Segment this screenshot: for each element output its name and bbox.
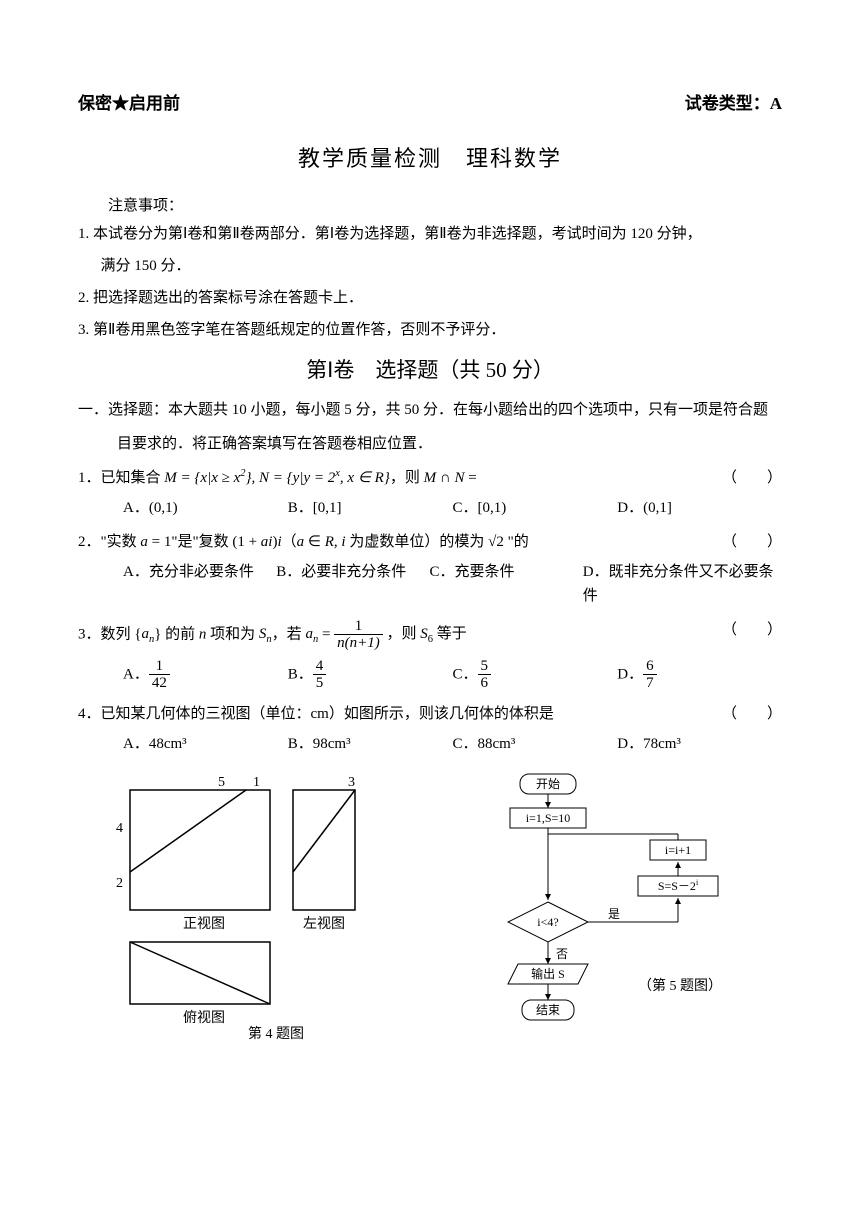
q1-optC: C．[0,1) <box>453 496 618 520</box>
dim-5: 5 <box>218 775 225 790</box>
q1-optB: B．[0,1] <box>288 496 453 520</box>
notice-item-2: 2. 把选择题选出的答案标号涂在答题卡上． <box>78 286 782 310</box>
fc-caption: （第 5 题图） <box>638 977 722 994</box>
flowchart-diagram: 开始 i=1,S=10 i=i+1 S=S－2i i<4? 是 <box>428 772 782 1052</box>
fc-cond: i<4? <box>537 915 558 929</box>
dim-2: 2 <box>116 876 123 891</box>
q4-optB: B．98cm³ <box>288 732 453 756</box>
q1-tail: ，则 M ∩ N = <box>390 470 477 486</box>
q4-optC: C．88cm³ <box>453 732 618 756</box>
q2-optC: C．充要条件 <box>430 560 583 608</box>
q4-text: 4．已知某几何体的三视图（单位：cm）如图所示，则该几何体的体积是 <box>78 706 554 722</box>
fc-start: 开始 <box>536 777 560 791</box>
q1-options: A．(0,1) B．[0,1] C．[0,1) D．(0,1] <box>78 496 782 520</box>
top-view-label: 俯视图 <box>183 1010 225 1026</box>
q1-paren: （ ） <box>722 466 782 490</box>
q2-optB: B．必要非充分条件 <box>276 560 429 608</box>
notice-item-3: 3. 第Ⅱ卷用黑色签字笔在答题纸规定的位置作答，否则不予评分． <box>78 318 782 342</box>
header-right: 试卷类型：A <box>685 90 782 117</box>
question-3: 3．数列 {an} 的前 n 项和为 Sn，若 an = 1n(n+1) ，则 … <box>78 618 782 692</box>
fc-inc: i=i+1 <box>665 843 691 857</box>
q3-prefix: 3．数列 {an} 的前 n 项和为 Sn，若 an = <box>78 626 334 642</box>
three-view-diagram: 5 1 4 2 正视图 3 左视图 俯视图 第 4 题图 <box>78 772 388 1052</box>
fig4-caption: 第 4 题图 <box>248 1025 304 1042</box>
q3-suffix: ，则 S6 等于 <box>387 626 467 642</box>
fc-init: i=1,S=10 <box>526 811 571 825</box>
q3-options: A．142 B．45 C．56 D．67 <box>78 658 782 692</box>
main-title: 教学质量检测 理科数学 <box>78 141 782 176</box>
side-view-label: 左视图 <box>303 916 345 932</box>
notice-item-1: 1. 本试卷分为第Ⅰ卷和第Ⅱ卷两部分．第Ⅰ卷为选择题，第Ⅱ卷为非选择题，考试时间… <box>78 222 782 246</box>
fc-end: 结束 <box>536 1003 560 1017</box>
q4-paren: （ ） <box>722 702 782 726</box>
question-1: 1．已知集合 M = {x|x ≥ x2}, N = {y|y = 2x, x … <box>78 466 782 520</box>
instruction-line2: 目要求的．将正确答案填写在答题卷相应位置． <box>78 432 782 456</box>
q2-options: A．充分非必要条件 B．必要非充分条件 C．充要条件 D．既非充分条件又不必要条… <box>78 560 782 608</box>
q1-optD: D．(0,1] <box>617 496 782 520</box>
q3-paren: （ ） <box>722 618 782 642</box>
three-view-svg: 5 1 4 2 正视图 3 左视图 俯视图 第 4 题图 <box>78 772 388 1042</box>
fc-calc: S=S－2i <box>658 878 699 893</box>
front-view-label: 正视图 <box>183 916 225 932</box>
dim-4: 4 <box>116 821 123 836</box>
flowchart-svg: 开始 i=1,S=10 i=i+1 S=S－2i i<4? 是 <box>428 772 748 1052</box>
q1-prefix: 1．已知集合 <box>78 470 164 486</box>
notice-label: 注意事项： <box>78 194 782 218</box>
dim-3: 3 <box>348 775 355 790</box>
q2-paren: （ ） <box>722 530 782 554</box>
fc-no: 否 <box>556 947 568 961</box>
dim-1: 1 <box>253 775 260 790</box>
q4-options: A．48cm³ B．98cm³ C．88cm³ D．78cm³ <box>78 732 782 756</box>
q4-optA: A．48cm³ <box>123 732 288 756</box>
fc-yes: 是 <box>608 907 620 921</box>
question-4: 4．已知某几何体的三视图（单位：cm）如图所示，则该几何体的体积是 （ ） A．… <box>78 702 782 756</box>
header-left: 保密★启用前 <box>78 90 180 117</box>
q1-expr: M = {x|x ≥ x2}, N = {y|y = 2x, x ∈ R} <box>164 470 390 486</box>
notice-item-1b: 满分 150 分． <box>78 254 782 278</box>
question-2: 2．"实数 a = 1"是"复数 (1 + ai)i（a ∈ R, i 为虚数单… <box>78 530 782 608</box>
q2-optA: A．充分非必要条件 <box>123 560 276 608</box>
q4-optD: D．78cm³ <box>617 732 782 756</box>
fc-output: 输出 S <box>531 966 565 981</box>
q2-text: 2．"实数 a = 1"是"复数 (1 + ai)i（a ∈ R, i 为虚数单… <box>78 534 529 550</box>
q3-frac: 1n(n+1) <box>334 618 383 652</box>
q3-optD: D．67 <box>617 658 782 692</box>
diagrams-row: 5 1 4 2 正视图 3 左视图 俯视图 第 4 题图 <box>78 772 782 1052</box>
q3-optC: C．56 <box>453 658 618 692</box>
q3-optB: B．45 <box>288 658 453 692</box>
header-row: 保密★启用前 试卷类型：A <box>78 90 782 117</box>
q3-optA: A．142 <box>123 658 288 692</box>
instruction-line1: 一．选择题：本大题共 10 小题，每小题 5 分，共 50 分．在每小题给出的四… <box>78 398 782 422</box>
section1-title: 第Ⅰ卷 选择题（共 50 分） <box>78 354 782 388</box>
q1-optA: A．(0,1) <box>123 496 288 520</box>
q2-optD: D．既非充分条件又不必要条件 <box>583 560 782 608</box>
